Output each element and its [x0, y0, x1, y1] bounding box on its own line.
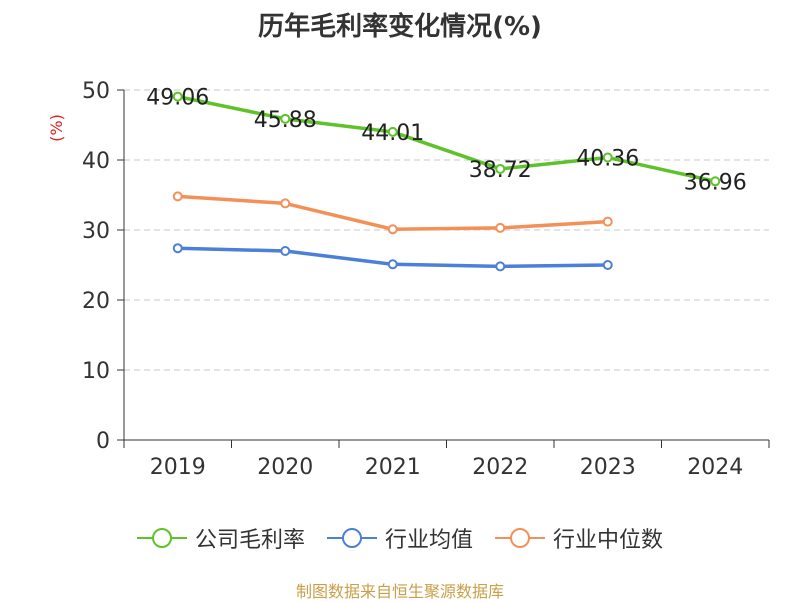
x-tick-label: 2023 [580, 455, 636, 480]
x-tick-label: 2022 [472, 455, 528, 480]
data-point-0 [495, 163, 506, 174]
x-tick-label: 2019 [150, 455, 206, 480]
data-point-1 [387, 259, 398, 270]
legend-label-company-gross-margin: 公司毛利率 [194, 528, 305, 553]
legend-marker-industry-average [326, 528, 377, 548]
data-point-1 [495, 261, 506, 272]
data-label: 38.72 [469, 158, 532, 183]
data-point-2 [172, 191, 183, 202]
data-point-0 [387, 126, 398, 137]
legend-marker-company-gross-margin [136, 528, 187, 548]
data-label: 44.01 [361, 121, 424, 146]
legend-marker-industry-median [495, 528, 545, 548]
data-point-1 [280, 246, 291, 256]
y-tick-label: 50 [82, 79, 110, 104]
data-point-2 [280, 198, 291, 209]
legend-label-industry-median: 行业中位数 [553, 528, 664, 553]
data-point-2 [602, 216, 613, 227]
y-tick-label: 40 [82, 149, 110, 174]
y-tick-label: 0 [96, 429, 110, 454]
data-label: 49.06 [146, 86, 209, 111]
legend-item-company-gross-margin[interactable]: 公司毛利率 [136, 522, 305, 554]
x-tick-label: 2024 [687, 455, 743, 480]
chart-title: 历年毛利率变化情况(%) [258, 12, 542, 42]
y-tick-label: 30 [82, 219, 110, 244]
data-point-1 [602, 260, 613, 270]
y-tick-label: 20 [82, 289, 110, 314]
data-point-2 [387, 224, 398, 235]
data-point-2 [495, 222, 506, 233]
y-axis-unit-label: (%) [47, 114, 66, 142]
data-point-0 [172, 91, 183, 102]
chart-legend: 公司毛利率 行业均值 行业中位数 [0, 520, 800, 556]
series-line-0 [176, 94, 717, 184]
data-point-1 [172, 243, 183, 254]
legend-label-industry-average: 行业均值 [384, 528, 473, 553]
data-point-0 [710, 176, 721, 187]
x-tick-label: 2021 [365, 455, 421, 480]
y-tick-label: 10 [82, 359, 110, 384]
data-point-0 [602, 152, 613, 163]
data-label: 40.36 [576, 146, 639, 171]
x-tick-label: 2020 [257, 455, 313, 480]
legend-item-industry-median[interactable]: 行业中位数 [495, 522, 663, 554]
data-point-0 [280, 113, 291, 124]
data-label: 36.96 [684, 170, 747, 195]
legend-item-industry-average[interactable]: 行业均值 [326, 522, 473, 554]
data-label: 45.88 [254, 108, 317, 133]
source-note: 制图数据来自恒生聚源数据库 [295, 582, 504, 601]
